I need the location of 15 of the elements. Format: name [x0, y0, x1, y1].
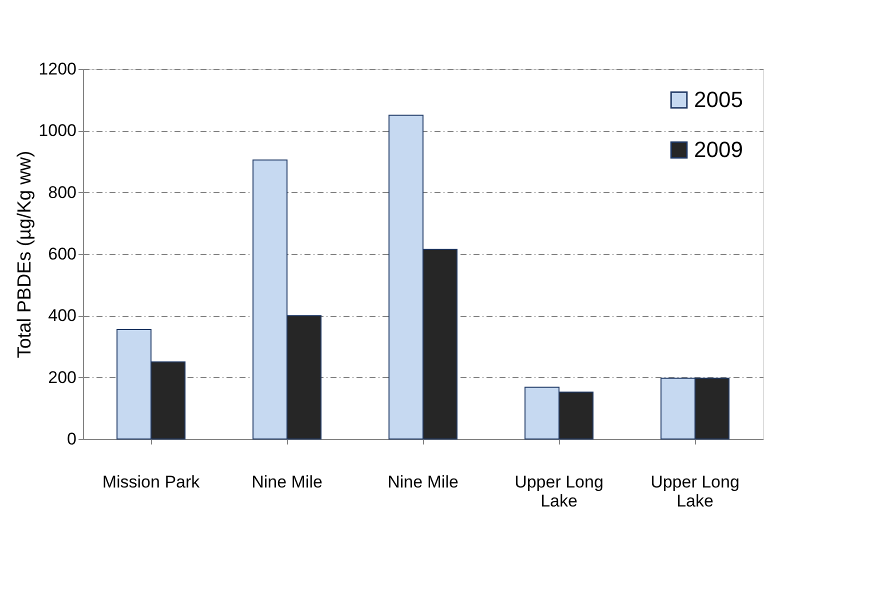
y-tick-label: 0 [67, 430, 76, 448]
x-tick-label: Mission Park [102, 472, 200, 492]
y-tick-label: 1200 [38, 60, 76, 78]
legend-label: 2009 [694, 137, 743, 162]
y-tick-label: 600 [48, 244, 76, 264]
x-tick-label: Upper Long Lake [514, 472, 604, 510]
y-tick-label: 400 [48, 306, 76, 326]
y-tick-label: 200 [48, 368, 76, 387]
x-tick-label: Nine Mile [388, 472, 458, 492]
y-tick-label: 800 [48, 182, 76, 202]
y-tick-label: 1000 [38, 121, 76, 140]
x-tick-label: Nine Mile [252, 472, 322, 492]
legend-label: 2005 [694, 87, 743, 112]
x-tick-label: Upper Long Lake [650, 472, 740, 510]
y-axis-title: Total PBDEs (µg/Kg ww) [14, 150, 36, 358]
